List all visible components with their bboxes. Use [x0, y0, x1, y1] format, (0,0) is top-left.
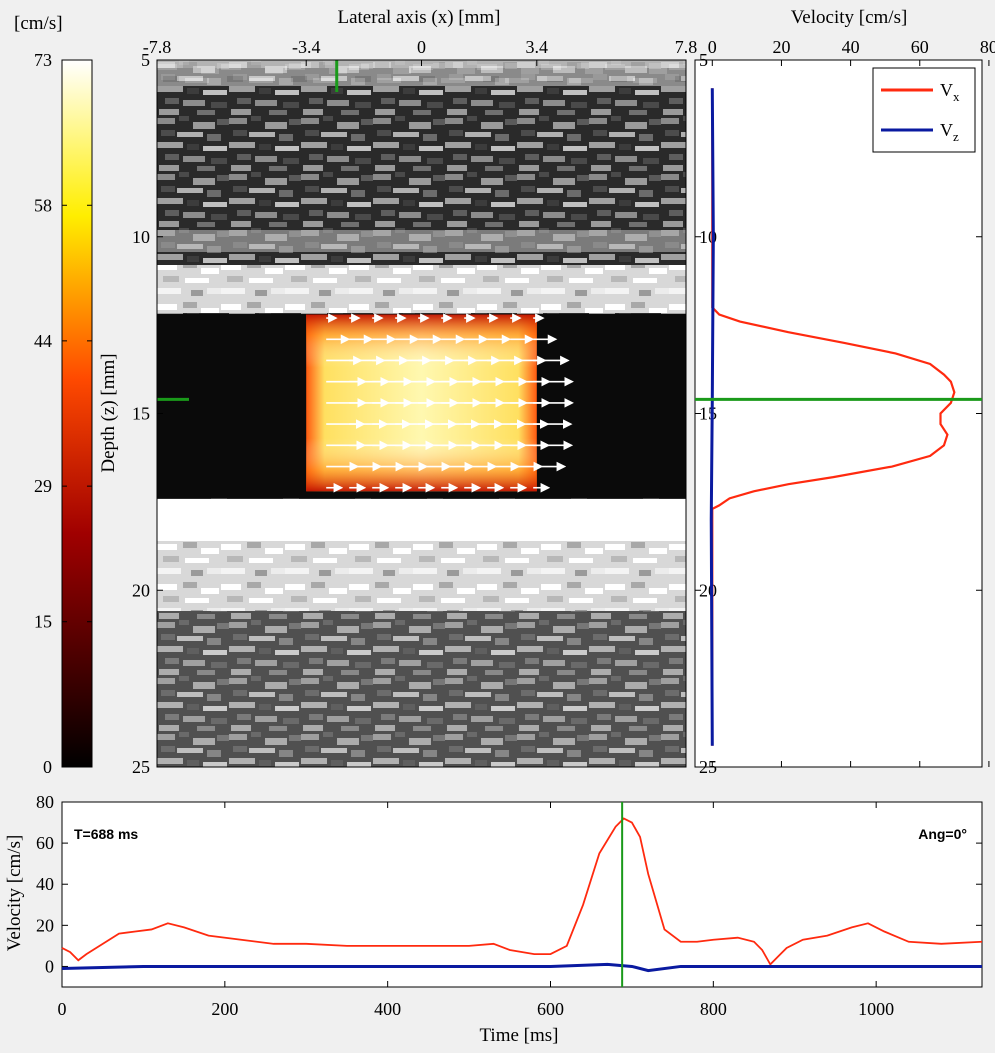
image-xtick-label: -3.4 [292, 37, 321, 57]
colorbar-tick-label: 15 [34, 612, 52, 632]
colorbar-unit-label: [cm/s] [14, 13, 63, 34]
time-ylabel: Velocity [cm/s] [4, 835, 25, 952]
profile-xtick-label: 0 [708, 37, 717, 57]
profile-ytick-label: 5 [699, 50, 708, 70]
image-xtick-label: 0 [417, 37, 426, 57]
colorbar: [cm/s] 73 58 44 29 15 0 [14, 13, 93, 777]
image-ytick-label: 5 [141, 50, 150, 70]
image-ytick-label: 25 [132, 757, 150, 777]
time-plot-area [61, 801, 983, 988]
profile-xtick-label: 40 [842, 37, 860, 57]
image-ytick-label: 15 [132, 404, 150, 424]
image-axes: -7.8 -3.4 0 3.4 7.8 5 10 15 20 25 [132, 37, 697, 777]
colorbar-tick-label: 73 [34, 50, 52, 70]
colorbar-ticks: 73 58 44 29 15 0 [34, 50, 92, 777]
time-ytick-label: 80 [36, 792, 54, 812]
profile-series [695, 88, 982, 746]
profile-ytick-label: 20 [699, 580, 717, 600]
image-ytick-label: 20 [132, 580, 150, 600]
image-panel: Lateral axis (x) [mm] Depth (z) [mm] -7.… [98, 7, 697, 777]
legend-box [872, 67, 976, 153]
time-ytick-label: 0 [45, 956, 54, 976]
legend-subscript: z [953, 129, 959, 144]
time-xtick-label: 0 [58, 999, 67, 1019]
colorbar-tick-label: 29 [34, 476, 52, 496]
cursor-markers [157, 60, 339, 401]
colorbar-tick-label: 58 [34, 195, 52, 215]
time-panel: Time [ms] Velocity [cm/s] 0 200 400 600 800 1… [4, 792, 983, 1046]
legend-subscript: x [953, 89, 960, 104]
time-xtick-label: 200 [211, 999, 238, 1019]
angle-annotation: Ang=0° [918, 826, 967, 842]
image-xtick-label: 3.4 [526, 37, 549, 57]
time-ytick-label: 60 [36, 833, 54, 853]
time-xtick-label: 400 [374, 999, 401, 1019]
profile-xtick-label: 60 [911, 37, 929, 57]
time-xtick-label: 600 [537, 999, 564, 1019]
time-xlabel: Time [ms] [479, 1025, 558, 1046]
time-annotation: T=688 ms [74, 826, 138, 842]
time-ytick-label: 40 [36, 874, 54, 894]
time-line-Vz [61, 962, 982, 973]
image-ylabel: Depth (z) [mm] [98, 353, 119, 472]
image-xtick-label: -7.8 [143, 37, 172, 57]
image-xtick-label: 7.8 [675, 37, 698, 57]
profile-xlabel: Velocity [cm/s] [791, 7, 908, 28]
time-xtick-label: 1000 [858, 999, 894, 1019]
profile-xtick-label: 80 [980, 37, 995, 57]
bmode-image [157, 60, 686, 767]
time-ytick-label: 20 [36, 915, 54, 935]
colorbar-tick-label: 0 [43, 757, 52, 777]
velocity-roi [306, 313, 574, 493]
time-xtick-label: 800 [700, 999, 727, 1019]
profile-line-Vz [709, 88, 715, 746]
time-line-Vx [61, 817, 983, 966]
colorbar-tick-label: 44 [34, 331, 52, 351]
colorbar-scale [61, 59, 93, 768]
image-ytick-label: 10 [132, 227, 150, 247]
time-axes: 0 200 400 600 800 1000 0 20 40 60 80 [36, 792, 982, 1019]
profile-plot-area [694, 59, 983, 768]
image-xlabel: Lateral axis (x) [mm] [337, 7, 500, 28]
profile-ytick-label: 15 [699, 404, 717, 424]
profile-line-Vx [711, 88, 956, 746]
profile-ytick-label: 25 [699, 757, 717, 777]
profile-xtick-label: 20 [772, 37, 790, 57]
time-series [61, 802, 983, 987]
